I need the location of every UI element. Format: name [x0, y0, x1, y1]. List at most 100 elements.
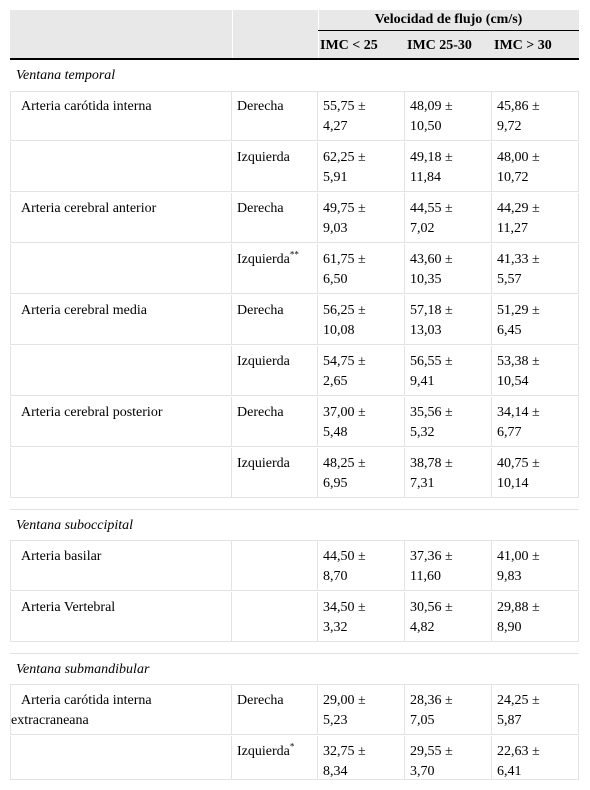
value-cell: 41,33 ± 5,57: [492, 244, 579, 294]
side-cell: Derecha: [232, 91, 318, 141]
side-cell: Derecha: [232, 685, 318, 735]
mean-value: 32,75 ±: [323, 744, 366, 759]
sd-value: 3,70: [410, 764, 435, 779]
mean-value: 45,86 ±: [497, 99, 540, 114]
mean-value: 61,75 ±: [323, 252, 366, 267]
mean-value: 22,63 ±: [497, 744, 540, 759]
value-cell: 56,25 ± 10,08: [318, 295, 405, 345]
mean-value: 44,55 ±: [410, 201, 453, 216]
artery-cell: [10, 346, 232, 396]
mean-value: 29,00 ±: [323, 693, 366, 708]
table-row: Arteria basilar 44,50 ± 8,70 37,36 ± 11,60…: [10, 541, 579, 592]
side-label: Izquierda: [237, 354, 290, 369]
value-cell: 54,75 ± 2,65: [318, 346, 405, 396]
mean-value: 40,75 ±: [497, 456, 540, 471]
sd-value: 5,48: [323, 425, 348, 440]
artery-cell: Arteria cerebral anterior: [10, 193, 232, 243]
artery-cell: Arteria basilar: [10, 541, 232, 591]
value-cell: 62,25 ± 5,91: [318, 142, 405, 192]
side-cell: [232, 592, 318, 642]
value-cell: 29,00 ± 5,23: [318, 685, 405, 735]
value-cell: 49,75 ± 9,03: [318, 193, 405, 243]
sd-value: 6,50: [323, 272, 348, 287]
table-row: Izquierda* 32,75 ± 8,34 29,55 ± 3,70 22,63…: [10, 736, 579, 780]
table-row: Arteria carótida interna Derecha 55,75 ±…: [10, 91, 579, 142]
mean-value: 57,18 ±: [410, 303, 453, 318]
side-label: Izquierda: [237, 252, 290, 267]
side-label: Izquierda: [237, 456, 290, 471]
value-cell: 24,25 ± 5,87: [492, 685, 579, 735]
value-cell: 34,50 ± 3,32: [318, 592, 405, 642]
mean-value: 51,29 ±: [497, 303, 540, 318]
sd-value: 3,32: [323, 620, 348, 635]
value-cell: 44,29 ± 11,27: [492, 193, 579, 243]
side-label: Derecha: [237, 201, 284, 216]
sd-value: 4,82: [410, 620, 435, 635]
sd-value: 10,14: [497, 476, 529, 491]
mean-value: 53,38 ±: [497, 354, 540, 369]
side-label: Derecha: [237, 693, 284, 708]
velocity-group-header: Velocidad de flujo (cm/s): [374, 12, 523, 27]
mean-value: 30,56 ±: [410, 600, 453, 615]
mean-value: 41,33 ±: [497, 252, 540, 267]
sd-value: 9,83: [497, 569, 522, 584]
value-cell: 44,55 ± 7,02: [405, 193, 492, 243]
section-row-suboccipital: Ventana suboccipital: [10, 510, 579, 541]
value-cell: 34,14 ± 6,77: [492, 397, 579, 447]
sd-value: 11,60: [410, 569, 441, 584]
table-header-row: [10, 32, 579, 60]
side-label: Derecha: [237, 303, 284, 318]
artery-cell: Arteria cerebral media: [10, 295, 232, 345]
section-title: Ventana temporal: [16, 68, 116, 83]
table-row: Izquierda 54,75 ± 2,65 56,55 ± 9,41 53,38 …: [10, 346, 579, 397]
side-label: Derecha: [237, 99, 284, 114]
value-cell: 35,56 ± 5,32: [405, 397, 492, 447]
side-cell: Derecha: [232, 193, 318, 243]
sd-value: 8,70: [323, 569, 348, 584]
table-row: Arteria cerebral media Derecha 56,25 ± 10…: [10, 295, 579, 346]
table-header-group-row: [10, 10, 579, 32]
sd-value: 5,23: [323, 713, 348, 728]
mean-value: 56,25 ±: [323, 303, 366, 318]
side-label: Izquierda: [237, 150, 290, 165]
sd-value: 6,95: [323, 476, 348, 491]
sd-value: 5,91: [323, 170, 348, 185]
value-cell: 48,00 ± 10,72: [492, 142, 579, 192]
side-cell: Izquierda**: [232, 244, 318, 294]
value-cell: 45,86 ± 9,72: [492, 91, 579, 141]
value-cell: 53,38 ± 10,54: [492, 346, 579, 396]
artery-cell: [10, 244, 232, 294]
sd-value: 6,41: [497, 764, 522, 779]
value-cell: 56,55 ± 9,41: [405, 346, 492, 396]
sd-value: 6,45: [497, 323, 522, 338]
mean-value: 41,00 ±: [497, 549, 540, 564]
artery-cell: Arteria carótida interna: [10, 91, 232, 141]
sd-value: 5,57: [497, 272, 522, 287]
header-separator: [318, 10, 319, 58]
section-title: Ventana suboccipital: [16, 518, 134, 533]
value-cell: 51,29 ± 6,45: [492, 295, 579, 345]
artery-cell: Arteria Vertebral: [10, 592, 232, 642]
value-cell: 43,60 ± 10,35: [405, 244, 492, 294]
sd-value: 10,08: [323, 323, 355, 338]
header-separator: [232, 10, 233, 58]
value-cell: 22,63 ± 6,41: [492, 736, 579, 780]
mean-value: 34,50 ±: [323, 600, 366, 615]
mean-value: 43,60 ±: [410, 252, 453, 267]
table-row: Arteria cerebral posterior Derecha 37,00…: [10, 397, 579, 448]
section-row-temporal: Ventana temporal: [10, 60, 579, 92]
sd-value: 4,27: [323, 119, 348, 134]
value-cell: 37,36 ± 11,60: [405, 541, 492, 591]
mean-value: 54,75 ±: [323, 354, 366, 369]
side-cell: Izquierda*: [232, 736, 318, 780]
section-row-submandibular: Ventana submandibular: [10, 654, 579, 685]
column-header-bmi-lt25: IMC < 25: [320, 38, 378, 53]
value-cell: 44,50 ± 8,70: [318, 541, 405, 591]
mean-value: 34,14 ±: [497, 405, 540, 420]
sd-value: 11,27: [497, 221, 528, 236]
artery-cell: [10, 448, 232, 498]
sd-value: 10,35: [410, 272, 442, 287]
table-row: Arteria Vertebral 34,50 ± 3,32 30,56 ± 4,8…: [10, 592, 579, 643]
value-cell: 41,00 ± 9,83: [492, 541, 579, 591]
header-rule: [318, 30, 579, 31]
